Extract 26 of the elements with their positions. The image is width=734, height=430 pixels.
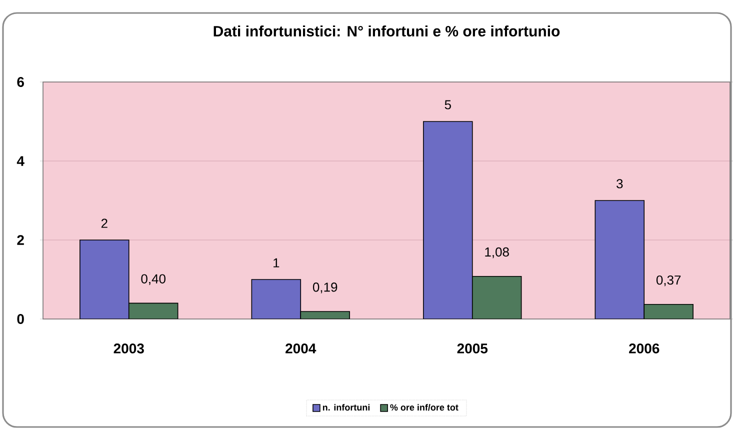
bar [128,302,178,319]
legend-label: n. infortuni [322,404,370,411]
data-label: 1 [274,258,280,268]
data-label: 3 [616,179,623,188]
y-tick-label: 2 [17,235,24,245]
y-tick-label: 4 [16,156,24,166]
chart-title: Dati infortunistici: N° infortuni e % ore infortunio [214,26,560,37]
legend-label: % ore inf/ore tot [390,404,458,411]
data-label: 0,37 [656,275,681,286]
x-tick-label: 2004 [286,344,316,354]
bar [423,121,473,319]
bar [251,279,302,319]
data-label: 5 [444,100,451,110]
bar [644,304,694,319]
y-tick-label: 6 [17,77,24,87]
x-tick-label: 2006 [629,344,660,354]
y-tick-label: 0 [17,314,24,324]
data-label: 2 [101,218,108,228]
x-tick-label: 2005 [457,344,488,354]
data-label: 1,08 [485,247,509,258]
bar [472,276,522,319]
x-tick-label: 2003 [114,344,144,354]
data-label: 0,40 [141,274,166,285]
data-label: 0,19 [312,282,338,294]
bar [80,240,130,319]
bar [594,200,645,319]
